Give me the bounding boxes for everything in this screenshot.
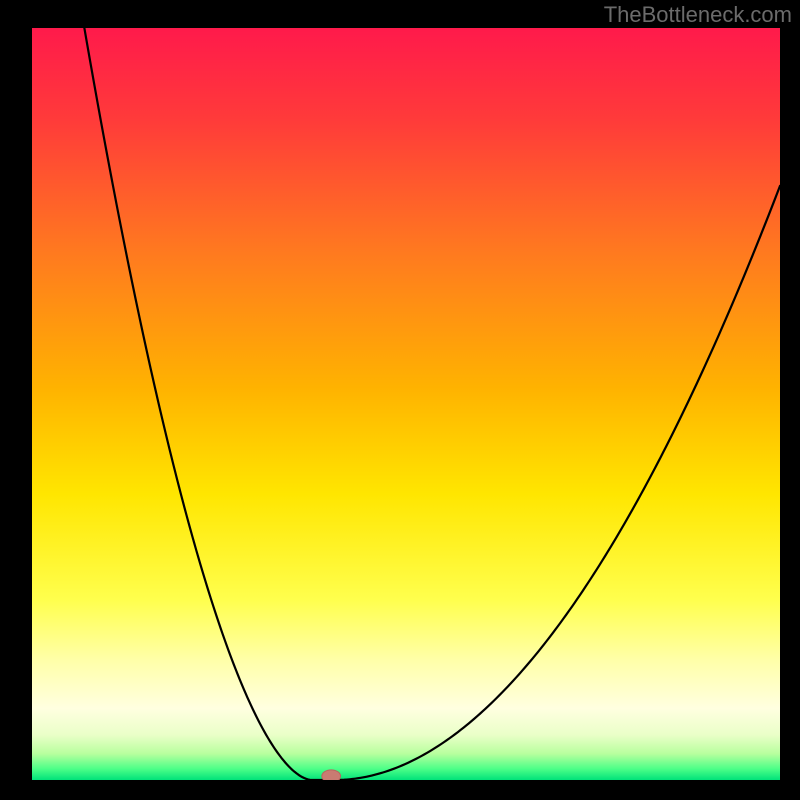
bottleneck-chart <box>0 0 800 800</box>
chart-container: TheBottleneck.com <box>0 0 800 800</box>
watermark-text: TheBottleneck.com <box>604 2 792 28</box>
plot-background-gradient <box>32 28 780 780</box>
